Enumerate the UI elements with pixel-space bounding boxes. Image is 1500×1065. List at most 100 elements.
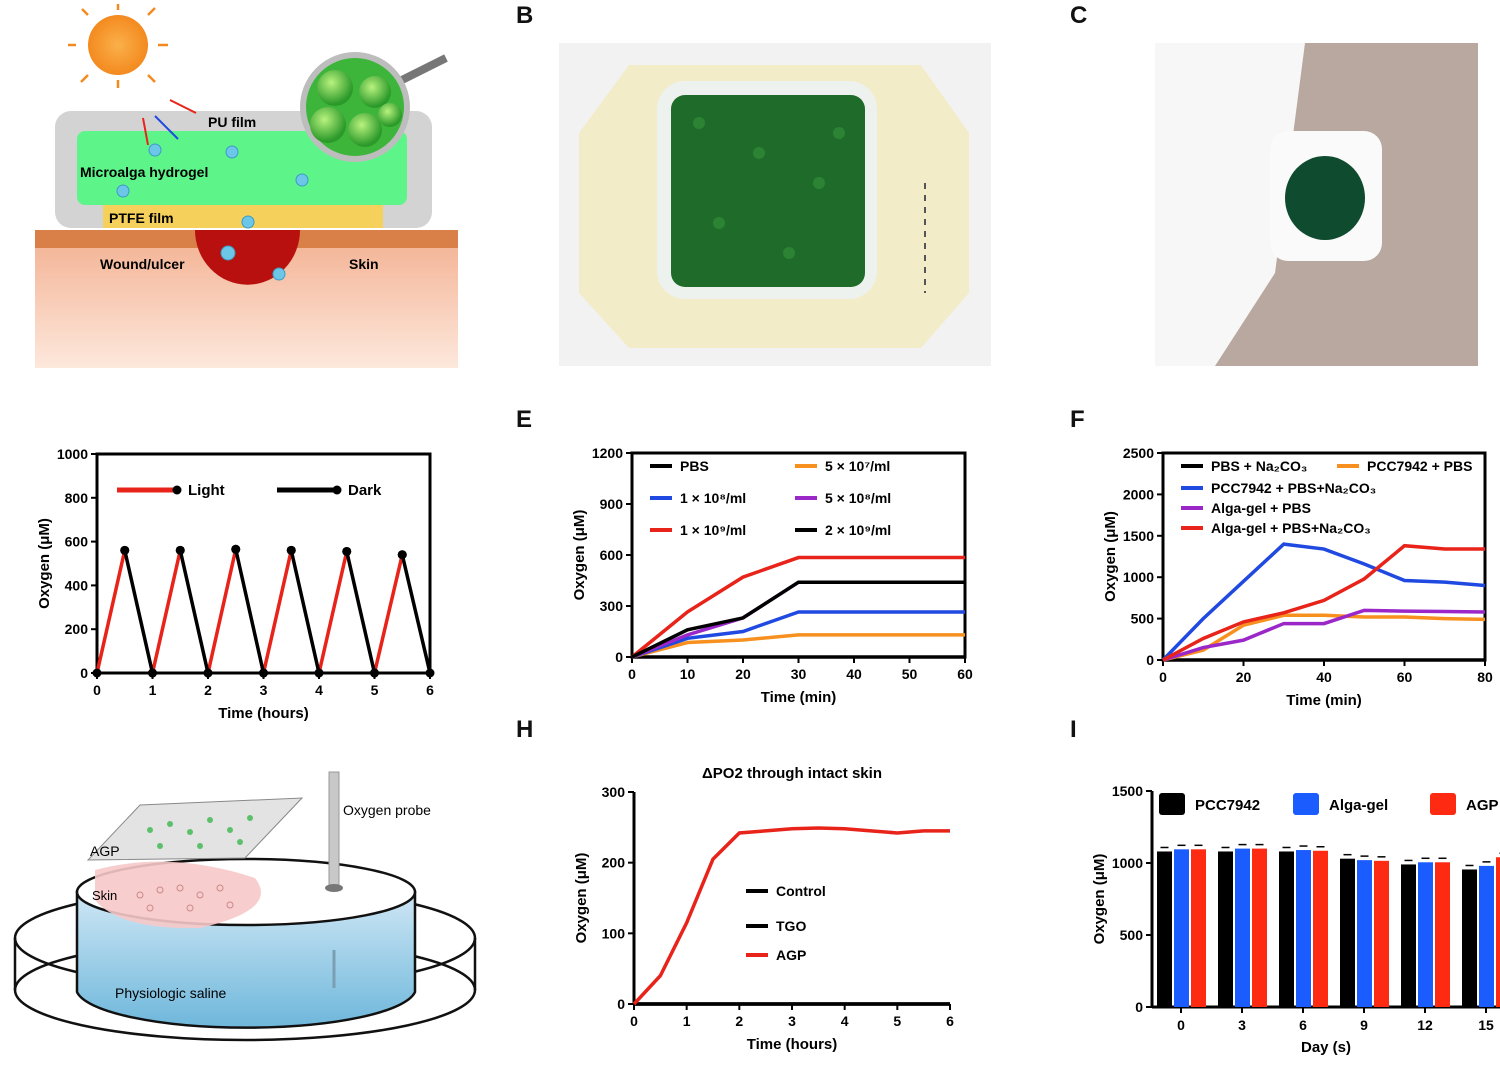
legend-label: 5 × 10⁷/ml <box>825 458 890 474</box>
legend-label: 5 × 10⁸/ml <box>825 490 891 506</box>
x-tick-label: 5 <box>893 1013 901 1029</box>
chart-d-svg: 0 200 400 600 800 1000 0 1 2 3 4 5 6 Time (hours) Oxyg… <box>36 446 435 722</box>
legend-label: 1 × 10⁹/ml <box>680 522 746 538</box>
bar-agp <box>1313 850 1328 1007</box>
x-axis-title: Time (min) <box>1286 692 1362 709</box>
series-dark-line <box>178 549 210 674</box>
x-tick-label: 60 <box>1397 669 1413 685</box>
panel-e-chart: 0 300 600 900 1200 0 10 20 30 40 50 60 Time (min) Oxy… <box>530 430 990 730</box>
series-dark-point <box>120 545 130 555</box>
series-dark-point <box>175 545 185 555</box>
series-alga-gel-pbs-line <box>1162 608 1486 662</box>
x-tick-label: 50 <box>902 666 918 682</box>
legend-label: Alga-gel + PBS+Na₂CO₃ <box>1211 520 1371 536</box>
agp-label: AGP <box>90 843 120 859</box>
x-tick-label: 0 <box>93 682 101 698</box>
legend-label: 2 × 10⁹/ml <box>825 522 891 538</box>
y-axis-title: Oxygen (μM) <box>573 853 590 944</box>
bar-pcc7942 <box>1462 869 1477 1007</box>
series-light-line <box>261 549 293 674</box>
y-tick-label: 1000 <box>57 446 88 462</box>
hydrogel-label: Microalga hydrogel <box>80 164 208 180</box>
series-dark-point <box>286 545 296 555</box>
panel-g-schematic: Oxygen probe AGP Skin Physiologic saline <box>0 760 480 1060</box>
y-tick-label: 1500 <box>1112 783 1143 799</box>
bar-agp <box>1496 857 1500 1007</box>
series-alga-gel-pbs-na-co--line <box>1162 543 1485 662</box>
y-tick-label: 600 <box>600 547 624 563</box>
series-dark-line <box>400 554 432 674</box>
y-tick-label: 100 <box>602 925 626 941</box>
x-tick-label: 80 <box>1477 669 1493 685</box>
legend-label: Light <box>188 482 225 499</box>
series-dark-point <box>203 668 213 678</box>
x-tick-label: 6 <box>426 682 434 698</box>
panel-h-chart: 0 100 200 300 0 1 2 3 4 5 6 Time (hours) Oxygen (μM)… <box>530 755 980 1060</box>
y-tick-label: 500 <box>1120 927 1144 943</box>
panel-f-chart: 0 500 1000 1500 2000 2500 0 20 40 60 80 Time (min) O… <box>1075 430 1500 730</box>
series-dark-point <box>397 550 407 560</box>
plot-frame <box>630 451 967 659</box>
panel-i-chart: 0 500 1000 1500 Day (s) Oxygen (μM) 0 3 6 9 12 15 PC… <box>1075 760 1500 1060</box>
x-tick-label: 15 <box>1478 1017 1494 1033</box>
legend-marker <box>332 485 342 495</box>
y-tick-label: 1000 <box>1123 569 1154 585</box>
series-dark-line <box>234 548 266 674</box>
legend-swatch <box>1293 793 1319 815</box>
series-agp-line <box>632 826 950 1006</box>
x-tick-label: 6 <box>1299 1017 1307 1033</box>
oxygen-droplets <box>116 143 309 281</box>
x-tick-label: 0 <box>630 1013 638 1029</box>
legend-label: 1 × 10⁸/ml <box>680 490 746 506</box>
legend-label: AGP <box>1466 797 1499 814</box>
x-tick-label: 40 <box>846 666 862 682</box>
series-pcc7942-pbs-line <box>1162 613 1486 662</box>
patch-schematic: PU film Microalga hydrogel PTFE film Wou… <box>35 4 458 368</box>
x-tick-label: 20 <box>735 666 751 682</box>
x-tick-label: 0 <box>1159 669 1167 685</box>
panel-label-b: B <box>516 2 534 29</box>
y-tick-label: 0 <box>615 649 623 665</box>
x-tick-label: 12 <box>1417 1017 1433 1033</box>
panel-label-f: F <box>1070 406 1085 433</box>
series-light-line <box>372 554 404 674</box>
series-1-10-ml-line <box>630 555 965 659</box>
y-axis-title: Oxygen (μM) <box>1102 511 1119 602</box>
series-dark-point <box>314 668 324 678</box>
x-axis-title: Time (hours) <box>218 705 309 722</box>
legend-label: Dark <box>348 482 382 499</box>
x-tick-label: 1 <box>149 682 157 698</box>
y-tick-label: 300 <box>602 784 626 800</box>
y-tick-label: 0 <box>1135 999 1143 1015</box>
series-light-line <box>317 551 349 674</box>
x-axis-title: Day (s) <box>1301 1039 1351 1056</box>
skin-label-g: Skin <box>92 888 117 903</box>
oxygen-probe-label: Oxygen probe <box>343 802 431 818</box>
sun-icon <box>68 4 168 88</box>
legend-label: PCC7942 <box>1195 797 1260 814</box>
x-tick-label: 6 <box>946 1013 954 1029</box>
series-dark-point <box>342 546 352 556</box>
x-tick-label: 3 <box>788 1013 796 1029</box>
legend-swatch <box>1430 793 1456 815</box>
y-axis-title: Oxygen (μM) <box>1091 854 1108 945</box>
series-light-line <box>206 548 238 674</box>
panel-c-photo <box>1155 43 1478 366</box>
series-dark-point <box>231 544 241 554</box>
bar-pcc7942 <box>1401 864 1416 1007</box>
series-2-10-ml-line <box>631 580 965 659</box>
panel-a-schematic: PU film Microalga hydrogel PTFE film Wou… <box>0 0 470 375</box>
bar-alga-gel <box>1296 850 1311 1007</box>
y-tick-label: 200 <box>65 621 89 637</box>
legend-label: PCC7942 + PBS+Na₂CO₃ <box>1211 480 1376 496</box>
y-tick-label: 2000 <box>1123 486 1154 502</box>
legend-label: PCC7942 + PBS <box>1367 458 1472 474</box>
x-tick-label: 3 <box>1238 1017 1246 1033</box>
legend-label: TGO <box>776 918 806 934</box>
legend-label: AGP <box>776 947 806 963</box>
panel-b-photo <box>559 43 991 366</box>
y-tick-label: 500 <box>1131 611 1155 627</box>
setup-schematic: Oxygen probe AGP Skin Physiologic saline <box>13 771 477 1042</box>
legend-label: Alga-gel + PBS <box>1211 500 1311 516</box>
x-tick-label: 0 <box>1177 1017 1185 1033</box>
